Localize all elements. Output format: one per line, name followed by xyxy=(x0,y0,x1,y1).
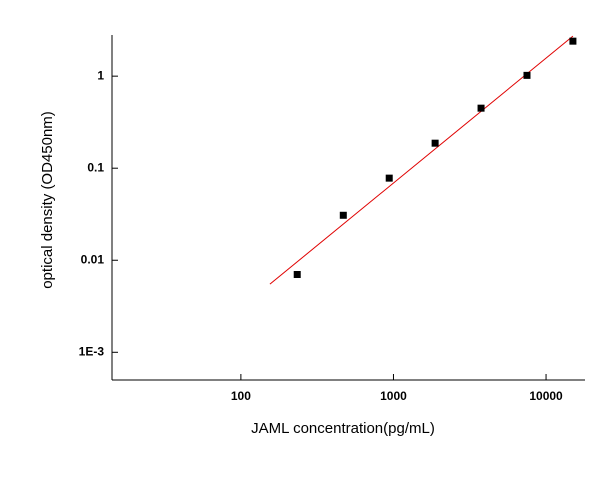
data-point xyxy=(569,37,577,45)
x-axis-title: JAML concentration(pg/mL) xyxy=(251,420,435,437)
fit-line xyxy=(269,35,574,285)
data-point xyxy=(431,139,439,147)
data-point xyxy=(477,104,485,112)
data-point xyxy=(339,211,347,219)
data-point xyxy=(385,174,393,182)
y-tick-label: 1 xyxy=(97,68,104,82)
x-tick-label: 100 xyxy=(231,389,251,403)
x-tick-label: 10000 xyxy=(529,389,563,403)
y-tick-label: 0.1 xyxy=(87,160,104,174)
y-axis-title: optical density (OD450nm) xyxy=(39,111,56,289)
data-point xyxy=(523,71,531,79)
y-tick-label: 1E-3 xyxy=(79,344,105,358)
data-point xyxy=(293,271,301,279)
x-tick-label: 1000 xyxy=(380,389,407,403)
y-tick-label: 0.01 xyxy=(81,252,105,266)
